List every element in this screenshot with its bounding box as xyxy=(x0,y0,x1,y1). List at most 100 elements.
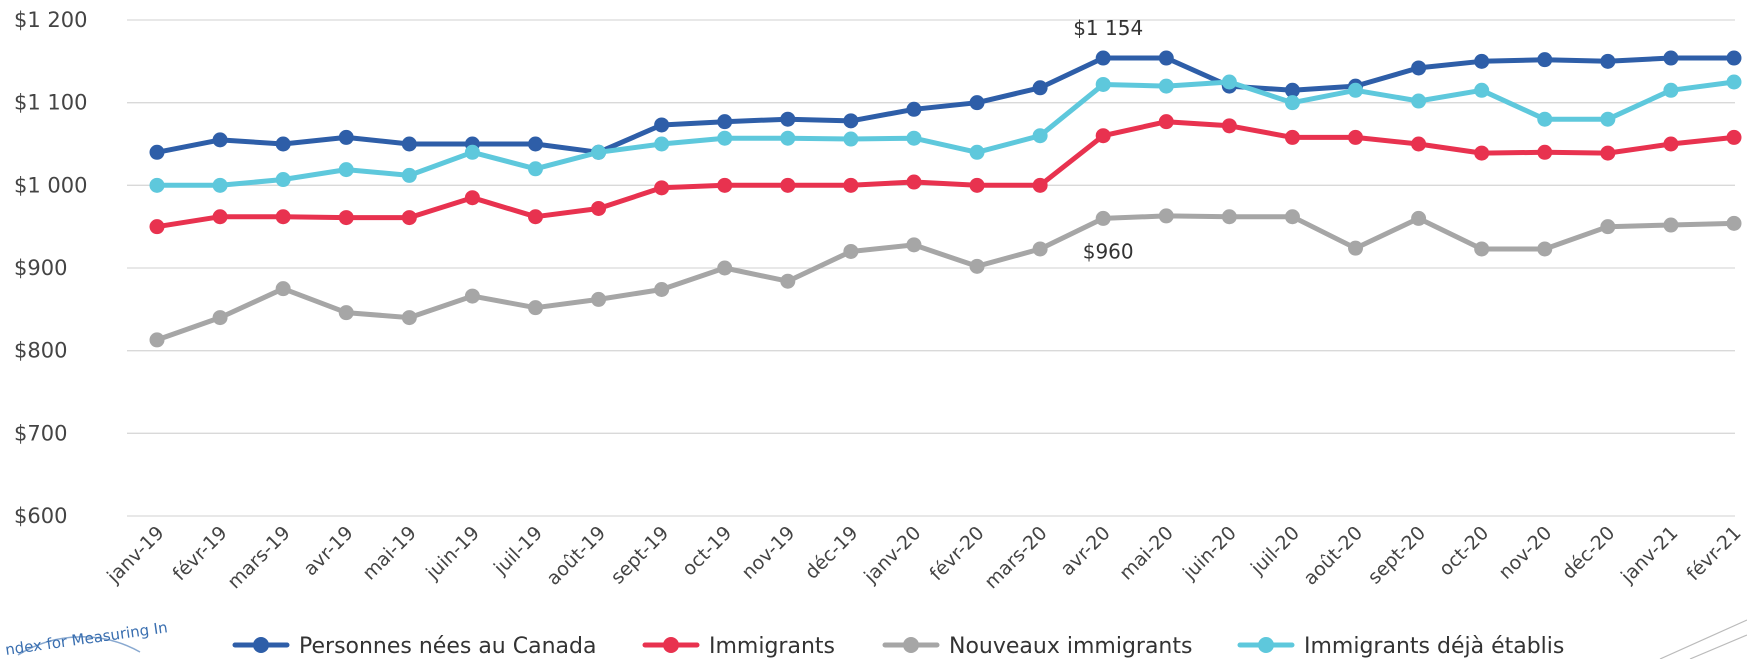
data-point xyxy=(275,281,291,297)
data-point xyxy=(275,209,291,225)
data-point xyxy=(1158,78,1174,94)
series-4 xyxy=(149,74,1742,193)
x-tick-label: avr-19 xyxy=(299,522,357,580)
y-tick-label: $1 000 xyxy=(14,173,87,197)
data-point xyxy=(1600,219,1616,235)
data-point xyxy=(275,136,291,152)
x-tick-label: janv-20 xyxy=(859,522,925,588)
x-tick-label: août-19 xyxy=(542,522,610,590)
legend-label: Immigrants xyxy=(709,634,835,659)
x-tick-label: août-20 xyxy=(1299,522,1367,590)
data-point xyxy=(1032,80,1048,96)
data-point xyxy=(275,172,291,188)
logo-watermark: ndex for Measuring In xyxy=(4,618,169,659)
data-point xyxy=(591,200,607,216)
data-point xyxy=(843,113,859,129)
data-point xyxy=(212,310,228,326)
data-point xyxy=(1411,93,1427,109)
x-tick-label: mars-19 xyxy=(223,522,294,593)
data-point xyxy=(1095,50,1111,66)
x-tick-label: nov-20 xyxy=(1494,522,1556,584)
data-point xyxy=(1474,241,1490,257)
series-1 xyxy=(149,50,1742,160)
data-point xyxy=(717,260,733,276)
logo-arc xyxy=(17,636,141,656)
data-point xyxy=(1221,74,1237,90)
legend-item: Personnes nées au Canada xyxy=(232,634,596,659)
x-tick-label: déc-19 xyxy=(801,522,863,584)
data-point xyxy=(1600,111,1616,127)
x-tick-label: févr-19 xyxy=(168,522,231,585)
data-point xyxy=(1474,53,1490,69)
legend-swatch-marker xyxy=(903,637,919,653)
legend-item: Immigrants xyxy=(642,634,835,659)
data-label: $1 154 xyxy=(1073,16,1143,40)
series-line xyxy=(154,119,1737,230)
data-point xyxy=(1537,111,1553,127)
data-point xyxy=(1221,118,1237,134)
data-point xyxy=(527,161,543,177)
series-2 xyxy=(149,114,1742,235)
data-point xyxy=(212,209,228,225)
data-point xyxy=(1663,217,1679,233)
data-point xyxy=(1600,53,1616,69)
data-point xyxy=(1032,128,1048,144)
data-point xyxy=(843,131,859,147)
data-point xyxy=(1348,82,1364,98)
x-tick-label: juin-20 xyxy=(1178,522,1241,585)
data-point xyxy=(338,162,354,178)
data-point xyxy=(654,180,670,196)
data-point xyxy=(1663,50,1679,66)
data-label: $960 xyxy=(1083,239,1134,263)
series-line xyxy=(154,213,1737,343)
data-point xyxy=(654,136,670,152)
x-tick-label: juil-19 xyxy=(489,522,547,580)
series-line xyxy=(154,79,1737,188)
data-point xyxy=(1726,74,1742,90)
data-point xyxy=(969,258,985,274)
data-point xyxy=(1095,210,1111,226)
data-point xyxy=(527,136,543,152)
x-tick-label: mars-20 xyxy=(980,522,1051,593)
data-point xyxy=(1158,50,1174,66)
x-tick-label: nov-19 xyxy=(738,522,800,584)
data-point xyxy=(906,174,922,190)
x-tick-label: mai-20 xyxy=(1115,522,1178,585)
data-point xyxy=(1284,129,1300,145)
annotations: $1 154 $960 xyxy=(1073,16,1143,263)
data-point xyxy=(780,130,796,146)
data-point xyxy=(969,95,985,111)
y-tick-label: $700 xyxy=(14,421,67,445)
x-tick-label: oct-19 xyxy=(678,522,736,580)
legend-item: Nouveaux immigrants xyxy=(882,634,1192,659)
x-tick-label: déc-20 xyxy=(1558,522,1620,584)
y-tick-label: $1 200 xyxy=(14,8,87,32)
data-point xyxy=(1095,128,1111,144)
data-point xyxy=(1348,240,1364,256)
data-point xyxy=(1411,60,1427,76)
y-tick-label: $900 xyxy=(14,256,67,280)
data-point xyxy=(906,101,922,117)
legend-item: Immigrants déjà établis xyxy=(1237,634,1564,659)
data-point xyxy=(1474,145,1490,161)
data-point xyxy=(717,177,733,193)
data-point xyxy=(1537,144,1553,160)
legend-label: Nouveaux immigrants xyxy=(949,634,1192,659)
data-point xyxy=(906,237,922,253)
y-tick-label: $1 100 xyxy=(14,91,87,115)
legend-swatch-marker xyxy=(253,637,269,653)
y-tick-label: $600 xyxy=(14,504,67,528)
data-point xyxy=(780,273,796,289)
data-point xyxy=(1032,177,1048,193)
data-point xyxy=(1158,114,1174,130)
data-point xyxy=(717,114,733,130)
data-point xyxy=(149,332,165,348)
data-point xyxy=(1537,241,1553,257)
data-point xyxy=(1663,136,1679,152)
x-tick-label: févr-20 xyxy=(925,522,988,585)
data-point xyxy=(527,300,543,316)
data-point xyxy=(1095,76,1111,92)
data-point xyxy=(401,136,417,152)
data-point xyxy=(338,129,354,145)
